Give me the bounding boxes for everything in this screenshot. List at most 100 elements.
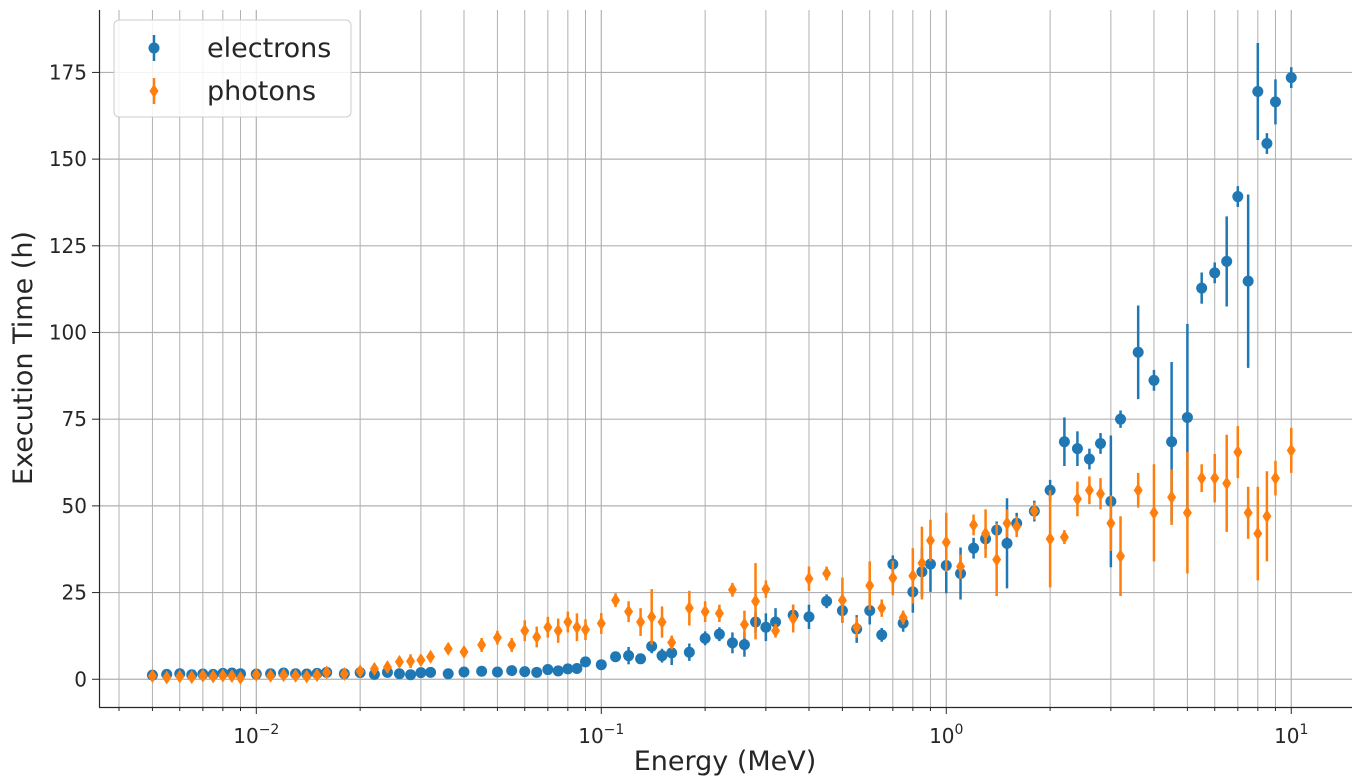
photons-point [751, 594, 761, 609]
x-tick-label: 10−1 [578, 722, 624, 748]
photons-point [981, 526, 991, 541]
photons-point [236, 670, 246, 685]
electrons-point [1148, 374, 1160, 386]
photons-point [771, 623, 781, 638]
electrons-point [552, 665, 564, 677]
photons-point [739, 617, 749, 632]
electrons-point [699, 632, 711, 644]
photons-point [1253, 526, 1263, 541]
photons-point [1270, 471, 1280, 486]
photons-point [925, 533, 935, 548]
electrons-point [656, 650, 668, 662]
y-tick-label: 125 [49, 234, 87, 258]
photons-point [312, 668, 322, 683]
electrons-point [1196, 282, 1208, 294]
electrons-point [646, 640, 658, 652]
series-photons [147, 426, 1296, 685]
photons-point [1084, 483, 1094, 498]
electrons-point [1115, 413, 1127, 425]
photons-point [941, 535, 951, 550]
electrons-point [425, 666, 437, 678]
photons-point [175, 669, 185, 684]
photons-point [898, 610, 908, 625]
photons-point [187, 670, 197, 685]
photons-point [1222, 476, 1232, 491]
photons-point [1182, 505, 1192, 520]
electrons-point [476, 665, 488, 677]
photons-point [322, 665, 332, 680]
photons-point [580, 622, 590, 637]
photons-point [459, 644, 469, 659]
electrons-point [1001, 537, 1013, 549]
electrons-point [571, 663, 583, 675]
ticks: 0 25 50 75 100 125 150 175 10−2 10−1 100 101 [49, 60, 1309, 748]
photons-point [443, 641, 453, 656]
electrons-point [458, 666, 470, 678]
photons-point [1116, 549, 1126, 564]
electrons-point [1095, 437, 1107, 449]
photons-point [162, 670, 172, 685]
photons-point [1133, 483, 1143, 498]
electrons-point [713, 628, 725, 640]
photons-point [1233, 445, 1243, 460]
y-tick-label: 150 [49, 147, 87, 171]
electrons-point [595, 659, 607, 671]
photons-point [572, 620, 582, 635]
electrons-point [562, 663, 574, 675]
legend-entry-electrons: electrons [148, 33, 331, 64]
electrons-point [1058, 436, 1070, 448]
x-tick-label: 101 [1274, 722, 1308, 748]
photons-point [416, 653, 426, 668]
photons-point [406, 654, 416, 669]
photons-point [624, 604, 634, 619]
photons-point [251, 667, 261, 682]
electrons-point [610, 651, 622, 663]
photons-point [1029, 504, 1039, 519]
legend-marker-photons [149, 84, 159, 98]
photons-point [147, 669, 157, 684]
photons-point [667, 635, 677, 650]
photons-point [804, 571, 814, 586]
legend: electrons photons [113, 19, 352, 118]
photons-point [657, 615, 667, 630]
photons-point [291, 668, 301, 683]
photons-point [822, 566, 832, 581]
y-tick-label: 25 [62, 581, 87, 605]
photons-point [852, 620, 862, 635]
axes [98, 10, 1352, 709]
photons-point [1210, 471, 1220, 486]
photons-point [1096, 486, 1106, 501]
electrons-point [968, 542, 980, 554]
photons-point [563, 615, 573, 630]
electrons-point [1071, 443, 1083, 455]
photons-point [369, 661, 379, 676]
photons-point [477, 637, 487, 652]
photons-point [636, 615, 646, 630]
electrons-point [770, 616, 782, 628]
electrons-point [1242, 275, 1254, 287]
electrons-point [1252, 85, 1264, 97]
photons-point [611, 593, 621, 608]
photons-point [543, 620, 553, 635]
electrons-point [393, 668, 405, 680]
x-axis-label: Energy (MeV) [634, 746, 817, 777]
electrons-point [1166, 436, 1178, 448]
photons-point [788, 611, 798, 626]
photons-point [888, 571, 898, 586]
photons-point [908, 568, 918, 583]
electrons-point [803, 611, 815, 623]
electrons-point [1209, 267, 1221, 279]
photons-point [700, 604, 710, 619]
legend-frame [113, 19, 352, 118]
electrons-point [519, 666, 531, 678]
electrons-point [683, 646, 695, 658]
electrons-point [864, 605, 876, 617]
photons-point [1149, 505, 1159, 520]
photons-point [1072, 491, 1082, 506]
photons-point [1262, 509, 1272, 524]
photons-point [1167, 490, 1177, 505]
photons-point [1002, 516, 1012, 531]
electrons-point [1221, 255, 1233, 267]
y-tick-label: 175 [49, 60, 87, 84]
electrons-point [531, 666, 543, 678]
